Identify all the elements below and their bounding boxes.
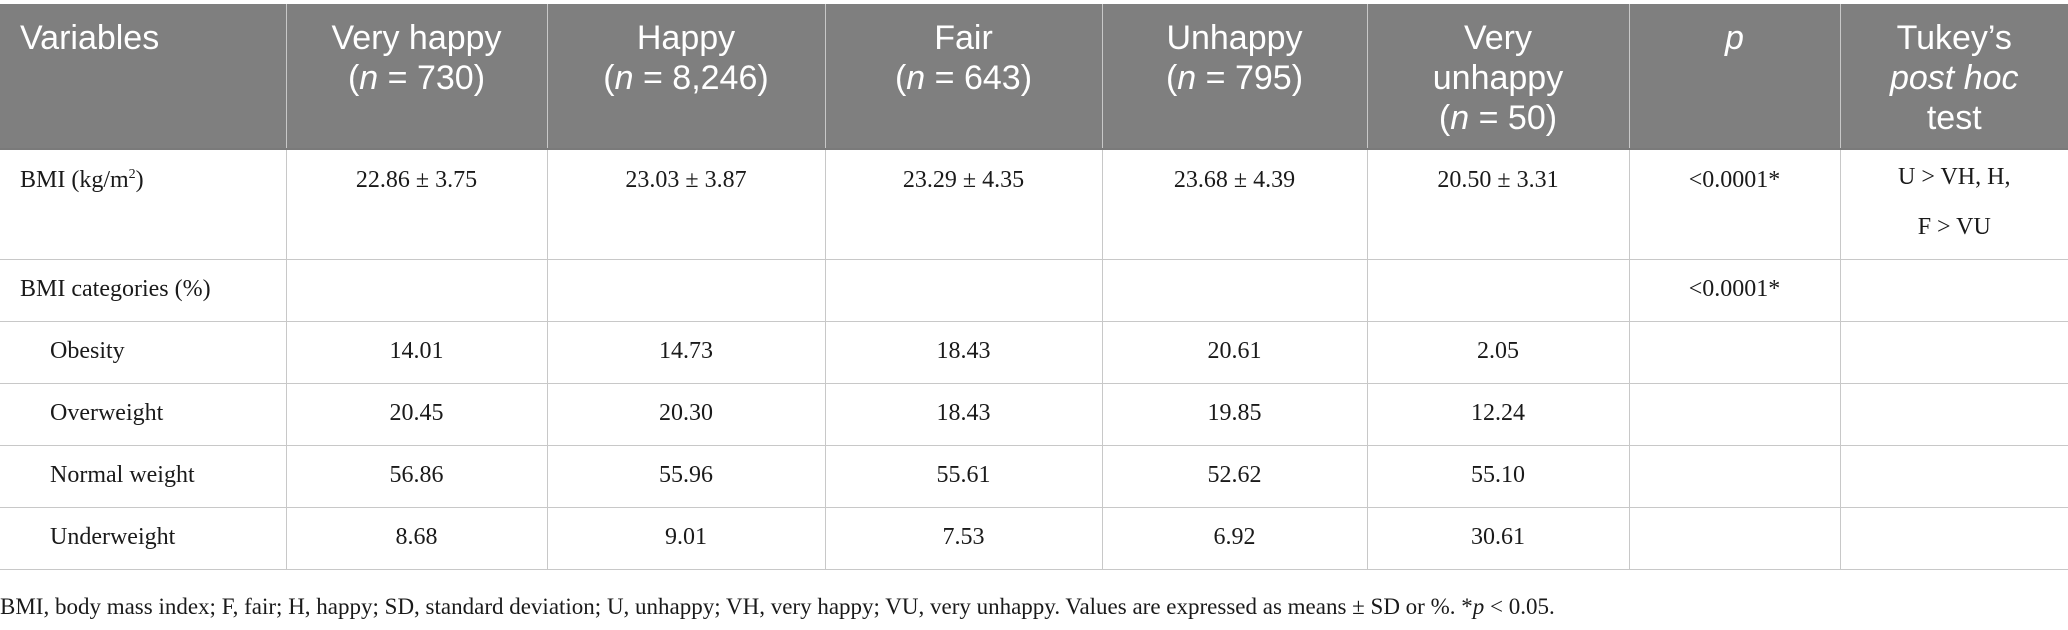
- table-row-overweight: Overweight 20.45 20.30 18.43 19.85 12.24: [0, 382, 2068, 446]
- cell-value: 12.24: [1366, 382, 1630, 446]
- cell-value: 23.29 ± 4.35: [824, 148, 1103, 260]
- cell-empty: [1101, 258, 1368, 322]
- header-happy: Happy (n = 8,246): [546, 4, 825, 149]
- header-happy-n: (n = 8,246): [603, 59, 769, 97]
- cell-value: 7.53: [824, 506, 1103, 570]
- header-very-happy-n: (n = 730): [347, 59, 486, 97]
- row-label: Normal weight: [0, 444, 287, 508]
- cell-value: 14.01: [285, 320, 548, 384]
- cell-empty: [1628, 382, 1841, 446]
- cell-empty: [1628, 320, 1841, 384]
- table-row-normal-weight: Normal weight 56.86 55.96 55.61 52.62 55…: [0, 444, 2068, 508]
- cell-value: 2.05: [1366, 320, 1630, 384]
- cell-empty: [1628, 444, 1841, 508]
- table-row-bmi-categories: BMI categories (%) <0.0001*: [0, 258, 2068, 322]
- header-happy-label: Happy: [636, 19, 736, 57]
- cell-value: 9.01: [546, 506, 826, 570]
- cell-value: 20.61: [1101, 320, 1368, 384]
- cell-p-value: <0.0001*: [1628, 148, 1841, 260]
- table-row-bmi: BMI (kg/m2) 22.86 ± 3.75 23.03 ± 3.87 23…: [0, 148, 2068, 260]
- row-label: Underweight: [0, 506, 287, 570]
- cell-empty: [1366, 258, 1630, 322]
- cell-p-value: <0.0001*: [1628, 258, 1841, 322]
- cell-value: 14.73: [546, 320, 826, 384]
- cell-value: 56.86: [285, 444, 548, 508]
- header-variables: Variables: [0, 4, 286, 149]
- cell-value: 20.50 ± 3.31: [1366, 148, 1630, 260]
- cell-tukey: U > VH, H, F > VU: [1839, 148, 2068, 260]
- cell-empty: [285, 258, 548, 322]
- table-footnote: BMI, body mass index; F, fair; H, happy;…: [0, 594, 1555, 619]
- header-p-value: p: [1628, 4, 1840, 149]
- cell-value: 23.68 ± 4.39: [1101, 148, 1368, 260]
- header-very-unhappy-line2: unhappy: [1432, 59, 1564, 97]
- cell-value: 55.61: [824, 444, 1103, 508]
- header-tukey: Tukey’s post hoc test: [1839, 4, 2068, 149]
- table-row-underweight: Underweight 8.68 9.01 7.53 6.92 30.61: [0, 506, 2068, 570]
- cell-value: 23.03 ± 3.87: [546, 148, 826, 260]
- cell-value: 8.68: [285, 506, 548, 570]
- cell-value: 18.43: [824, 382, 1103, 446]
- cell-value: 22.86 ± 3.75: [285, 148, 548, 260]
- table-row-obesity: Obesity 14.01 14.73 18.43 20.61 2.05: [0, 320, 2068, 384]
- cell-value: 20.45: [285, 382, 548, 446]
- cell-empty: [1628, 506, 1841, 570]
- row-label: BMI categories (%): [0, 258, 287, 322]
- header-fair-label: Fair: [934, 19, 993, 57]
- cell-value: 19.85: [1101, 382, 1368, 446]
- header-very-happy-label: Very happy: [331, 19, 502, 57]
- header-very-happy: Very happy (n = 730): [285, 4, 547, 149]
- header-tukey-line2: post hoc: [1889, 59, 2019, 97]
- header-very-unhappy-n: (n = 50): [1438, 99, 1558, 137]
- cell-empty: [824, 258, 1103, 322]
- results-table-container: Variables Very happy (n = 730) Happy (n …: [0, 4, 2068, 570]
- header-very-unhappy-line1: Very: [1463, 19, 1533, 57]
- tukey-line1: U > VH, H,: [1898, 164, 2011, 190]
- row-label: BMI (kg/m2): [0, 148, 287, 260]
- header-tukey-line1: Tukey’s: [1896, 19, 2012, 57]
- tukey-line2: F > VU: [1917, 214, 1991, 240]
- header-fair: Fair (n = 643): [824, 4, 1102, 149]
- header-tukey-line3: test: [1926, 99, 1982, 137]
- cell-empty: [1839, 320, 2068, 384]
- header-fair-n: (n = 643): [894, 59, 1033, 97]
- header-unhappy-n: (n = 795): [1165, 59, 1304, 97]
- row-label: Overweight: [0, 382, 287, 446]
- results-table: Variables Very happy (n = 730) Happy (n …: [0, 4, 2068, 570]
- cell-empty: [1839, 258, 2068, 322]
- cell-value: 6.92: [1101, 506, 1368, 570]
- cell-value: 55.10: [1366, 444, 1630, 508]
- header-row: Variables Very happy (n = 730) Happy (n …: [0, 4, 2068, 149]
- cell-value: 52.62: [1101, 444, 1368, 508]
- cell-value: 20.30: [546, 382, 826, 446]
- header-unhappy: Unhappy (n = 795): [1101, 4, 1367, 149]
- cell-value: 55.96: [546, 444, 826, 508]
- cell-empty: [1839, 506, 2068, 570]
- cell-value: 30.61: [1366, 506, 1630, 570]
- cell-empty: [546, 258, 826, 322]
- row-label: Obesity: [0, 320, 287, 384]
- cell-empty: [1839, 382, 2068, 446]
- header-very-unhappy: Very unhappy (n = 50): [1366, 4, 1629, 149]
- cell-empty: [1839, 444, 2068, 508]
- header-unhappy-label: Unhappy: [1166, 19, 1303, 57]
- cell-value: 18.43: [824, 320, 1103, 384]
